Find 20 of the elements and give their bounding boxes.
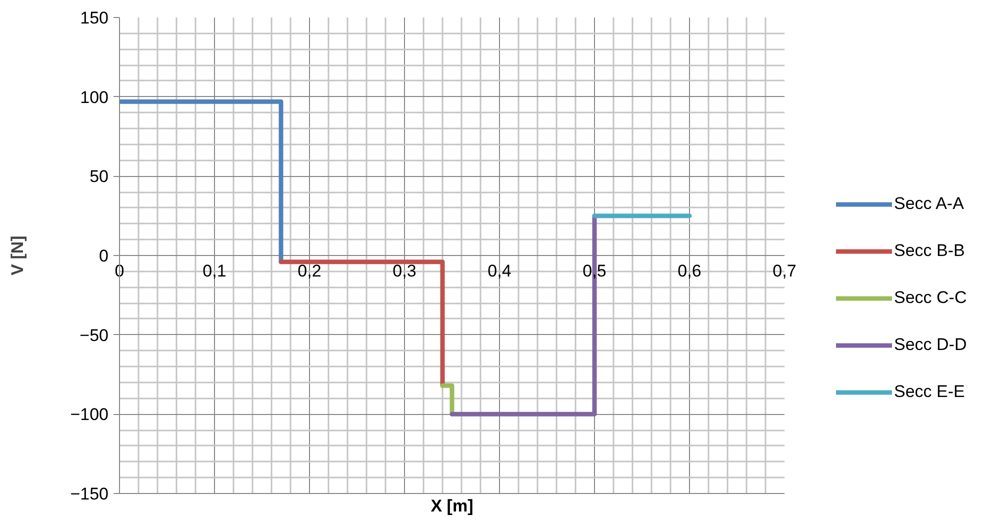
legend-label: Secc D-D [894, 334, 967, 354]
x-tick-label: 0,2 [298, 262, 322, 280]
y-tick-label: 50 [90, 167, 109, 186]
x-tick-label: 0,1 [202, 262, 226, 280]
legend-label: Secc E-E [894, 382, 965, 402]
x-tick-label: 0,7 [772, 262, 796, 280]
legend-label: Secc C-C [894, 288, 967, 308]
legend-label: Secc A-A [894, 194, 964, 214]
y-tick-label: −100 [70, 405, 109, 424]
y-tick-label: −150 [70, 484, 109, 504]
y-tick-label: 0 [99, 246, 109, 266]
legend-label: Secc B-B [894, 240, 965, 260]
x-tick-label: 0,3 [392, 262, 416, 280]
y-tick-label: 150 [80, 8, 109, 28]
y-tick-label: 100 [80, 88, 109, 107]
y-axis-title: V [N] [8, 236, 28, 276]
x-tick-label: 0,6 [678, 262, 702, 280]
x-tick-label: 0,4 [488, 262, 512, 280]
x-axis-title: X [m] [430, 496, 474, 516]
y-tick-label: −50 [80, 326, 109, 345]
